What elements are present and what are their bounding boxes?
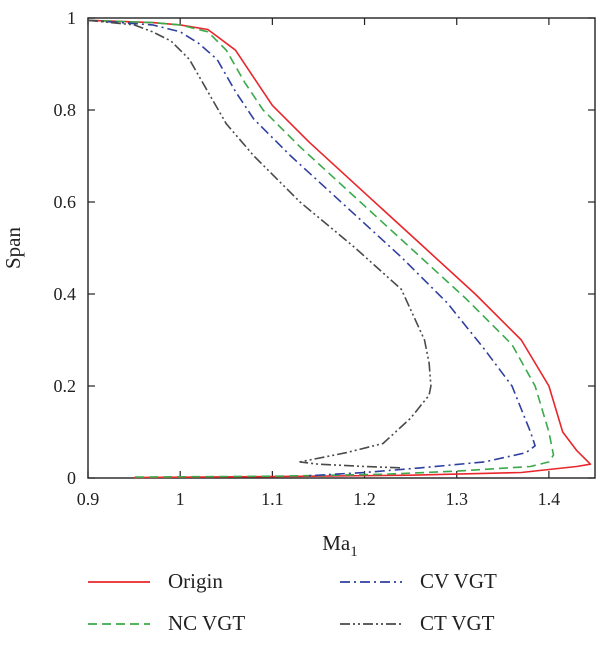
legend-label: NC VGT (168, 611, 245, 635)
plot-frame (87, 17, 596, 479)
legend-label: CT VGT (420, 611, 495, 635)
x-ticks: 0.9 1 1.1 1.2 1.3 1.4 (77, 18, 560, 509)
y-axis-title: Span (1, 227, 25, 270)
series-line-nc-vgt (87, 19, 555, 478)
y-tick-label: 0.6 (54, 192, 77, 212)
x-tick-label: 1.3 (445, 489, 468, 509)
y-tick-label: 0 (67, 468, 76, 488)
legend-label: CV VGT (420, 569, 497, 593)
y-tick-label: 1 (67, 8, 76, 28)
x-tick-label: 1.1 (261, 489, 284, 509)
series-line-origin (87, 19, 592, 479)
legend: Origin CV VGT NC VGT CT VGT (88, 569, 497, 635)
y-tick-label: 0.2 (54, 376, 77, 396)
x-axis-title: Ma1 (322, 531, 358, 560)
x-tick-label: 1 (176, 489, 185, 509)
legend-label: Origin (168, 569, 223, 593)
x-tick-label: 0.9 (77, 489, 100, 509)
x-tick-label: 1.2 (353, 489, 376, 509)
y-ticks: 0 0.2 0.4 0.6 0.8 1 (54, 8, 595, 488)
x-tick-label: 1.4 (538, 489, 561, 509)
y-tick-label: 0.8 (54, 100, 77, 120)
series-line-cv-vgt (87, 19, 536, 477)
series-line-ct-vgt (87, 19, 432, 469)
y-tick-label: 0.4 (54, 284, 77, 304)
series-lines (87, 19, 592, 479)
